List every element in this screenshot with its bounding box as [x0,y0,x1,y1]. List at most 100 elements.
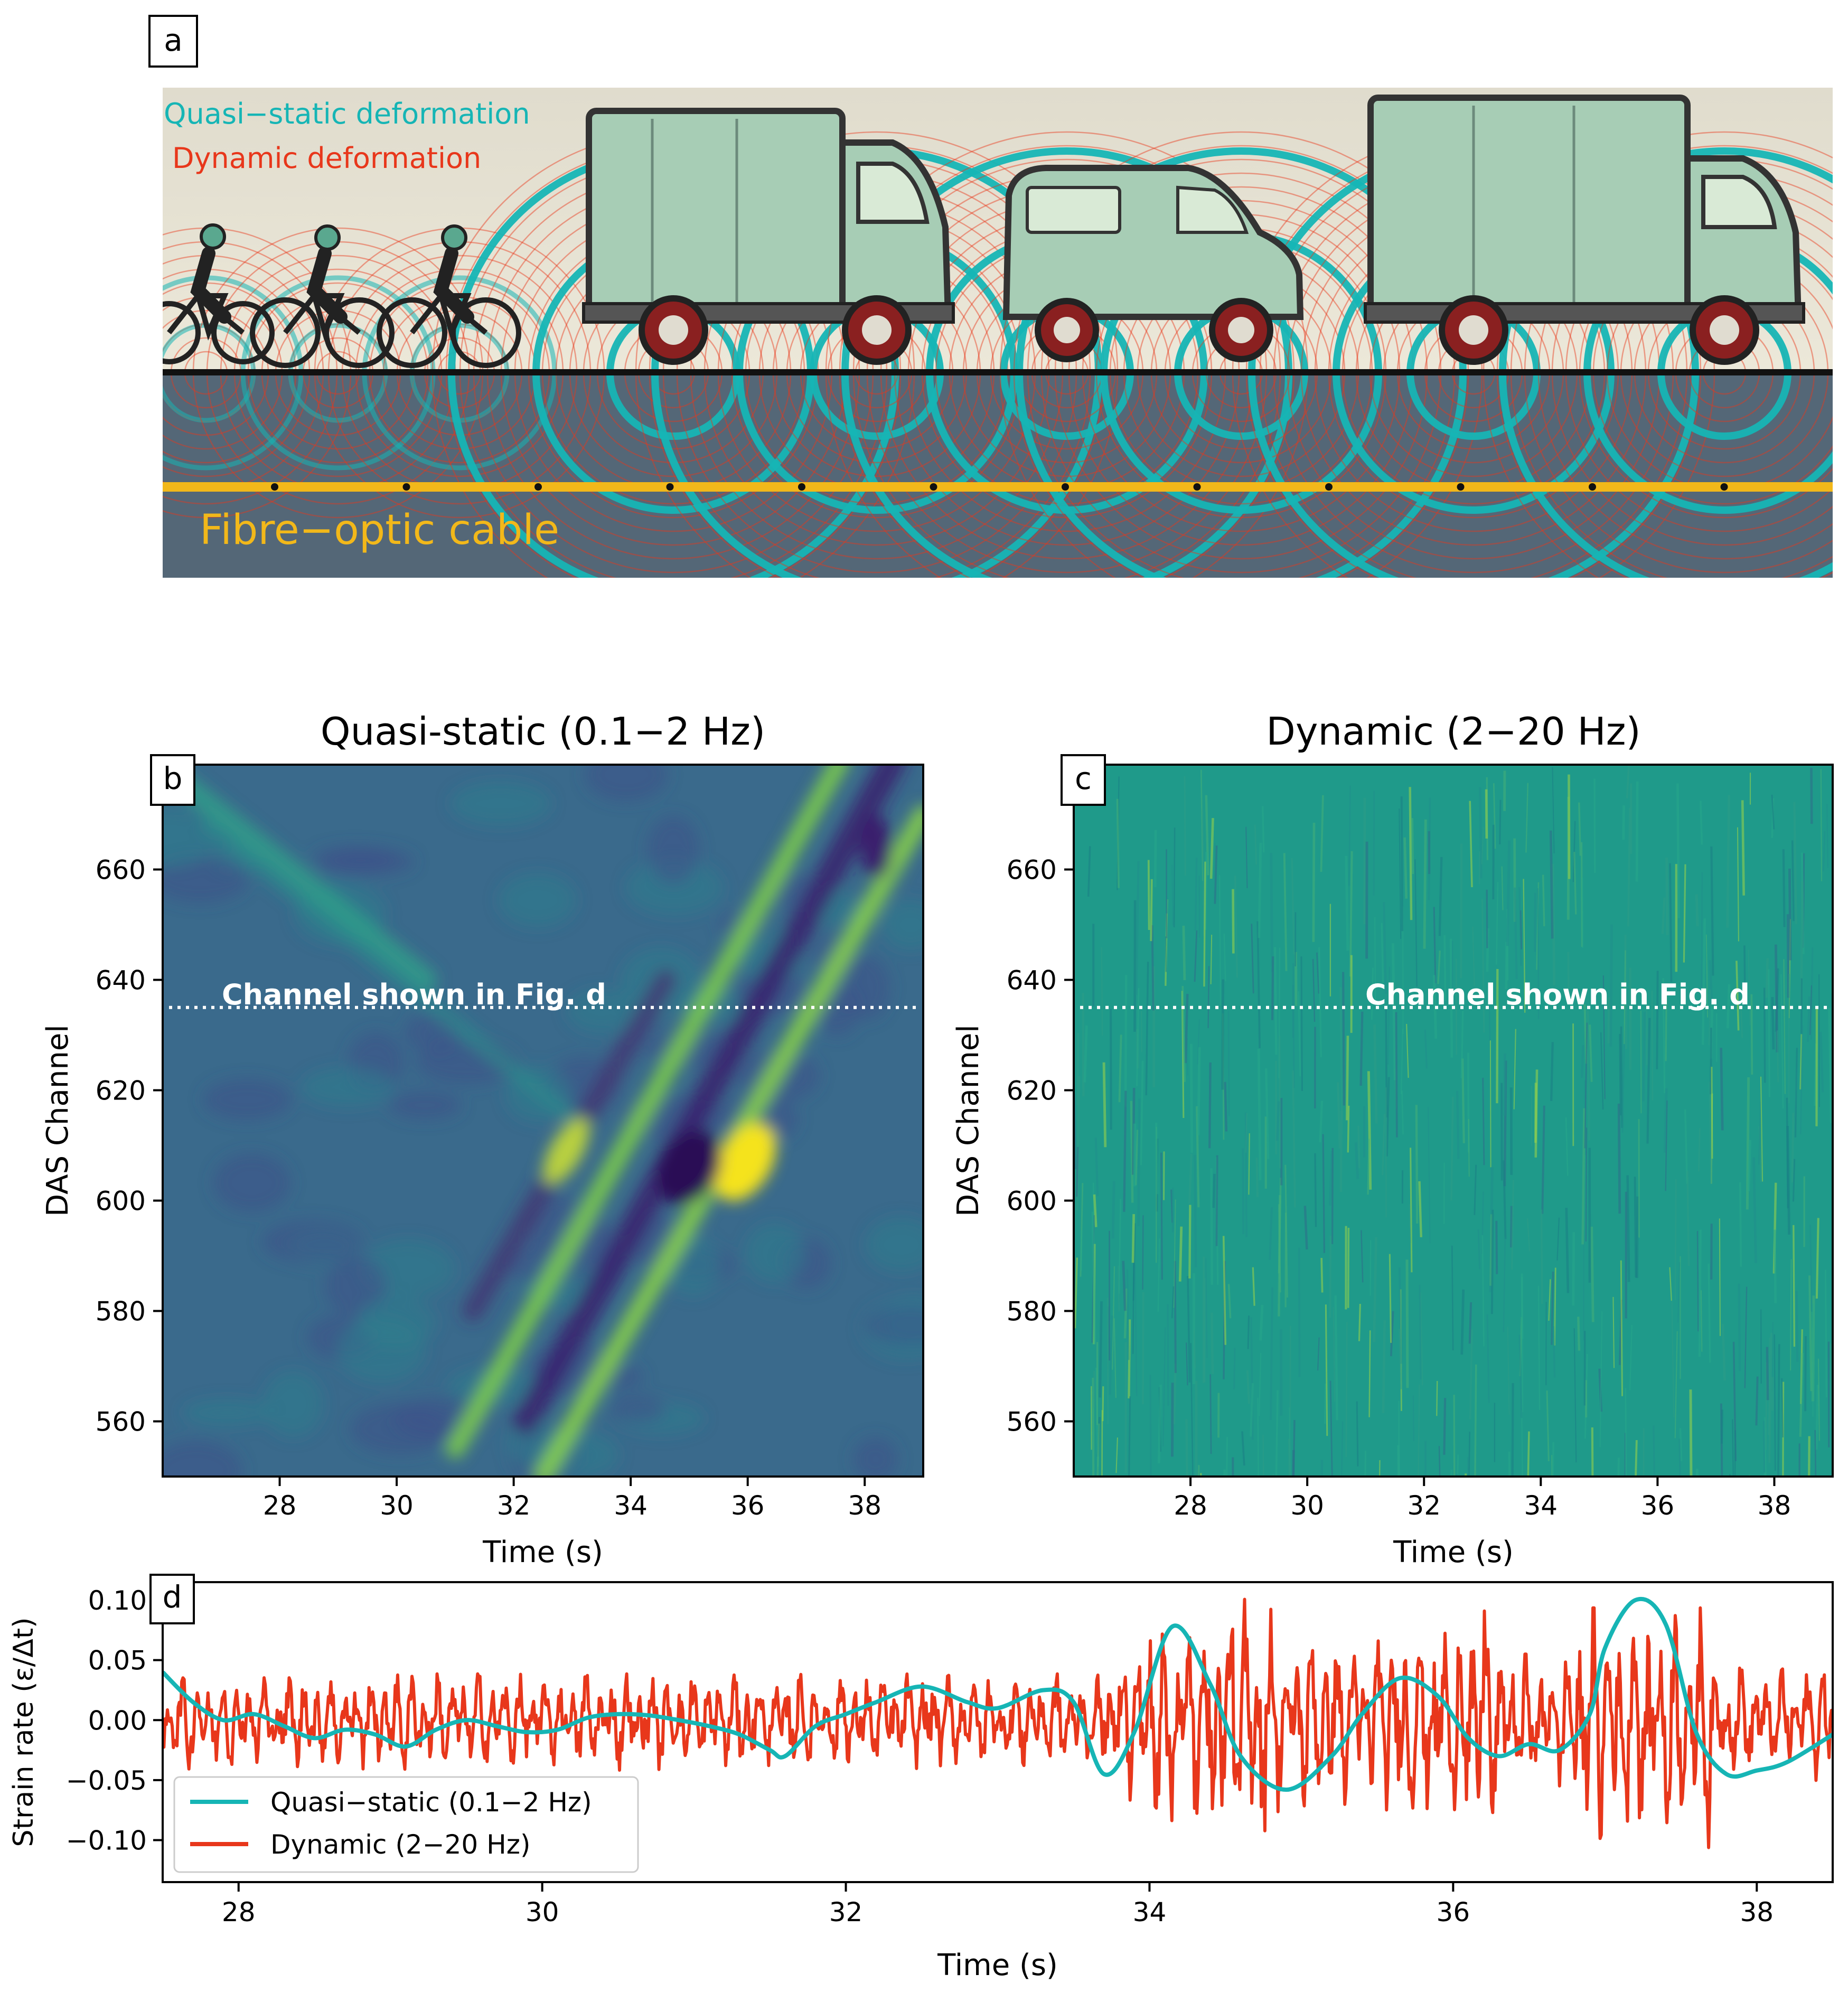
panel-b-channel-annotation: Channel shown in Fig. d [222,978,606,1011]
svg-text:a: a [164,22,183,58]
heatmap-c-streak [1076,1146,1079,1197]
heatmap-c-streak [1449,938,1453,1058]
heatmap-c-streak [1765,958,1769,998]
heatmap-c-streak [1790,1259,1792,1371]
heatmap-c-streak [1262,1435,1264,1477]
heatmap-c-streak [1506,840,1511,946]
heatmap-c-streak [1438,1446,1441,1477]
heatmap-c-streak [1572,1232,1575,1306]
heatmap-c-streak [1567,952,1570,1000]
heatmap-c-streak [1348,785,1351,886]
heatmap-c-streak [1256,921,1261,1048]
heatmap-c-streak [1409,1204,1411,1243]
heatmap-c-streak [1080,1230,1083,1271]
heatmap-c-streak [1736,961,1740,1031]
heatmap-b-band [201,817,580,1126]
heatmap-c-streak [1381,923,1384,983]
heatmap-c-streak [1678,1439,1681,1477]
panel-b-xtick-label: 38 [848,1490,881,1521]
series-quasi-static-line [163,1596,1833,1792]
panel-d-ytick-label: −0.05 [66,1765,147,1796]
heatmap-c-streak [1503,1160,1507,1239]
heatmap-c-streak [1092,1378,1095,1477]
heatmap-c-streak [1565,1208,1570,1293]
heatmap-c-streak [1157,1238,1160,1312]
heatmap-c-streak [1581,1108,1586,1245]
heatmap-c-streak [1257,1397,1259,1477]
heatmap-c-streak [1472,926,1475,986]
heatmap-c-streak [1752,1157,1757,1264]
panel-d-xtick-label: 38 [1740,1897,1774,1928]
heatmap-c-streak [1739,1182,1742,1267]
heatmap-c-streak [1617,1458,1620,1477]
heatmap-c-streak [1580,1045,1584,1078]
heatmap-c-streak [1292,1070,1296,1208]
heatmap-c-streak [1082,993,1085,1096]
heatmap-c-streak [1741,800,1745,896]
heatmap-c-streak [1411,818,1414,875]
heatmap-c-streak [1479,787,1483,879]
heatmap-c-streak [1356,1401,1359,1466]
panel-a-illustration: Quasi−static deformation Dynamic deforma… [148,15,1833,578]
heatmap-c-streak [1273,947,1278,1055]
heatmap-c-streak [1232,889,1235,954]
heatmap-c-streak [1621,1030,1625,1133]
heatmap-c-streak [1635,1440,1638,1477]
heatmap-c-streak [1583,1331,1586,1406]
heatmap-c-streak [1155,1122,1159,1195]
heatmap-c-streak [1686,1171,1690,1266]
heatmap-c-streak [1205,1258,1208,1358]
heatmap-c-streak [1518,1334,1523,1418]
heatmap-c-streak [1456,1090,1460,1159]
heatmap-c-streak [1705,934,1709,1018]
heatmap-c-streak [1552,1326,1556,1378]
heatmap-c-streak [1345,856,1349,951]
heatmap-c-streak [1665,1100,1668,1191]
heatmap-c-streak [1245,1113,1248,1153]
heatmap-c-streak [1124,975,1128,1107]
heatmap-c-streak [1481,1235,1485,1347]
heatmap-c-streak [1450,1469,1453,1477]
heatmap-c-streak [1584,1022,1588,1149]
heatmap-c-streak [1093,1194,1097,1227]
heatmap-c-streak [1178,1226,1183,1282]
heatmap-c-streak [1762,1421,1766,1477]
panel-b-frame [162,764,924,1478]
heatmap-c-streak [1513,1029,1516,1110]
heatmap-c-streak [1373,1237,1377,1342]
heatmap-c-streak [1214,845,1218,904]
heatmap-c-streak [1768,1332,1773,1463]
bicycle-icon [163,223,275,364]
panel-label-a: a [148,15,198,68]
heatmap-c-streak [1799,1034,1803,1089]
heatmap-c-streak [1453,1395,1456,1477]
heatmap-c-streak [1737,827,1739,942]
heatmap-c-streak [1324,1383,1327,1424]
heatmap-c-streak [1443,935,1447,1001]
heatmap-c-streak [1346,1036,1349,1121]
panel-c-xtick-label: 36 [1641,1490,1675,1521]
heatmap-c-streak [1700,801,1703,845]
heatmap-c-streak [1412,1395,1414,1442]
panel-label-c: c [1061,754,1106,806]
heatmap-c-streak [1113,1318,1117,1398]
heatmap-c-streak [1683,864,1686,963]
heatmap-c-streak [1387,966,1391,1065]
panel-b-ytick-label: 600 [96,1186,146,1217]
heatmap-c-streak [1212,1173,1216,1208]
heatmap-c-streak [1651,990,1654,1101]
heatmap-c-streak [1210,935,1213,984]
heatmap-c-streak [1600,1032,1604,1110]
heatmap-c-streak [1187,1276,1191,1383]
heatmap-c-streak [1276,1101,1280,1141]
heatmap-c-streak [1589,1024,1593,1082]
heatmap-c-streak [1744,1286,1748,1388]
panel-c-ytick-label: 580 [1007,1296,1057,1327]
panel-c-channel-annotation: Channel shown in Fig. d [1365,978,1750,1011]
heatmap-c-streak [1593,778,1596,873]
heatmap-c-streak [1334,1295,1338,1421]
heatmap-c-streak [1171,1286,1175,1319]
heatmap-c-streak [1814,1430,1817,1477]
heatmap-c-streak [1188,1153,1193,1204]
heatmap-c-streak [1496,882,1499,965]
